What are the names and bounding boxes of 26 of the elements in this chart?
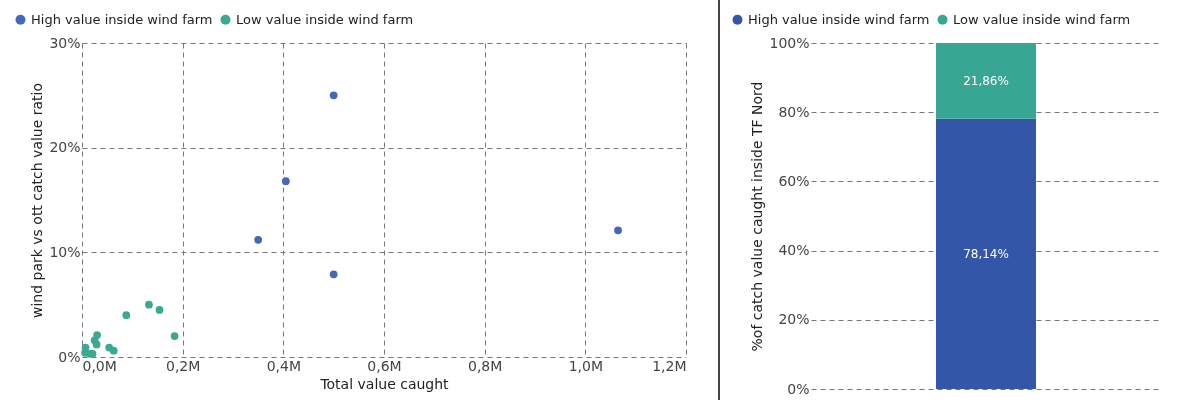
y-tick-label: 100% xyxy=(769,34,810,51)
y-tick-label: 0% xyxy=(58,348,81,365)
legend-label: High value inside wind farm xyxy=(31,11,213,27)
y-axis-title: %of catch value caught inside TF Nord xyxy=(749,81,766,352)
data-label: 21,86% xyxy=(963,73,1009,88)
data-label: 78,14% xyxy=(963,246,1009,261)
y-tick-label: 80% xyxy=(778,103,810,120)
y-tick-label: 60% xyxy=(778,172,810,189)
y-tick-label: 40% xyxy=(778,242,810,259)
x-tick-label: 0,6M xyxy=(367,357,402,374)
y-tick-label: 20% xyxy=(778,311,810,328)
x-tick-label: 0,4M xyxy=(266,357,302,374)
x-tick-label: 0,0M xyxy=(82,357,117,374)
y-tick-label: 10% xyxy=(49,243,81,260)
y-axis-title: wind park vs ott catch value ratio xyxy=(29,82,46,319)
y-tick-label: 20% xyxy=(49,139,81,156)
x-tick-label: 0,2M xyxy=(165,357,201,374)
x-tick-label: 0,8M xyxy=(467,357,503,374)
legend-label: Low value inside wind farm xyxy=(953,11,1131,27)
legend-label: High value inside wind farm xyxy=(748,11,930,27)
legend-label: Low value inside wind farm xyxy=(236,11,414,27)
x-axis-title: Total value caught xyxy=(319,375,450,392)
x-tick-label: 1,2M xyxy=(652,357,687,374)
x-tick-label: 1,0M xyxy=(568,357,604,374)
y-tick-label: 30% xyxy=(49,34,81,51)
y-tick-label: 0% xyxy=(787,380,810,397)
